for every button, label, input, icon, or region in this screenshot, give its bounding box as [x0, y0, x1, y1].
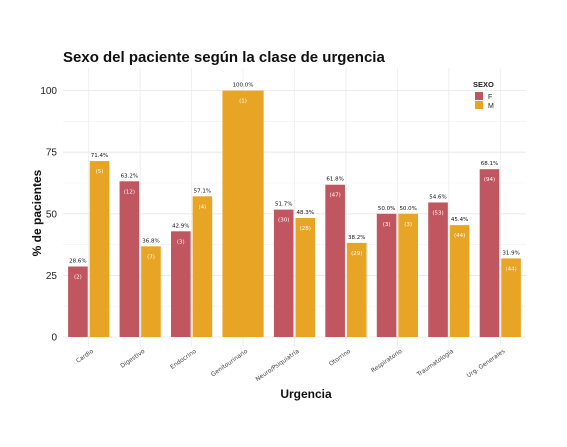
legend-swatch-f: [475, 92, 483, 100]
bar-traumatolog-a-m: [449, 225, 470, 337]
bar-digestivo-m: [141, 246, 161, 337]
percent-label: 61.8%: [326, 177, 343, 183]
percent-label: 51.7%: [275, 202, 292, 208]
percent-label: 36.8%: [142, 238, 159, 244]
count-label: (5): [96, 169, 104, 175]
bar-otorrino-m: [346, 242, 367, 337]
legend-label-f: F: [488, 94, 492, 101]
percent-label: 57.1%: [194, 188, 211, 194]
y-axis-title: % de pacientes: [30, 169, 44, 256]
y-tick-label: 50: [46, 209, 58, 220]
percent-label: 68.1%: [481, 161, 498, 167]
percent-label: 31.9%: [502, 250, 519, 256]
bar-neuro-psiquiatr-a-m: [295, 217, 316, 337]
bar-traumatolog-a-f: [428, 202, 448, 337]
percent-label: 42.9%: [172, 223, 189, 229]
legend-title: SEXO: [473, 80, 494, 89]
percent-label: 38.2%: [348, 235, 365, 241]
percent-label: 100.0%: [233, 83, 254, 89]
y-tick-label: 25: [46, 271, 58, 282]
percent-label: 54.6%: [429, 194, 446, 200]
bar-respiratorio-f: [376, 213, 397, 337]
count-label: (29): [351, 251, 362, 257]
count-label: (3): [404, 222, 412, 228]
count-label: (12): [124, 189, 135, 195]
count-label: (3): [177, 239, 185, 245]
bar-neuro-psiquiatr-a-f: [273, 209, 294, 337]
percent-label: 28.6%: [69, 259, 86, 265]
x-axis-title: Urgencia: [280, 387, 332, 401]
count-label: (94): [484, 177, 495, 183]
bar-endocrino-f: [171, 231, 191, 337]
legend: SEXO F M: [473, 80, 494, 110]
count-label: (44): [505, 266, 516, 272]
data-labels: 28.6% (2) 71.4% (5) 63.2% (12) 36.8% (7) 42.9% (3…: [69, 83, 520, 281]
count-label: (44): [454, 233, 465, 239]
y-tick-label: 100: [40, 86, 57, 97]
y-tick-label: 75: [46, 148, 58, 159]
bar-genitourinario-m: [222, 90, 264, 337]
grid: [63, 68, 526, 346]
count-label: (1): [239, 99, 247, 105]
bar-endocrino-m: [192, 196, 213, 337]
percent-label: 71.4%: [91, 153, 108, 159]
bar-cardio-f: [68, 266, 88, 337]
bar-cardio-m: [89, 161, 110, 337]
count-label: (53): [432, 210, 443, 216]
count-label: (2): [74, 275, 82, 281]
percent-label: 63.2%: [121, 173, 138, 179]
y-axis-ticks: 0 25 50 75 100: [40, 86, 57, 343]
bar-urg-generales-f: [479, 169, 500, 337]
legend-label-m: M: [488, 103, 494, 110]
bar-otorrino-f: [325, 184, 345, 337]
count-label: (7): [147, 254, 155, 260]
bar-digestivo-f: [119, 181, 140, 337]
bar-respiratorio-m: [398, 213, 418, 337]
percent-label: 45.4%: [451, 217, 468, 223]
percent-label: 50.0%: [378, 206, 395, 212]
y-tick-label: 0: [51, 333, 57, 344]
percent-label: 48.3%: [297, 210, 314, 216]
count-label: (3): [383, 222, 391, 228]
count-label: (47): [329, 193, 340, 199]
count-label: (28): [300, 226, 311, 232]
percent-label: 50.0%: [399, 206, 416, 212]
chart-title: Sexo del paciente según la clase de urge…: [63, 49, 385, 66]
bars: [68, 90, 521, 337]
bar-urg-generales-m: [501, 258, 521, 337]
count-label: (30): [278, 218, 289, 224]
legend-swatch-m: [475, 101, 483, 109]
count-label: (4): [199, 204, 207, 210]
